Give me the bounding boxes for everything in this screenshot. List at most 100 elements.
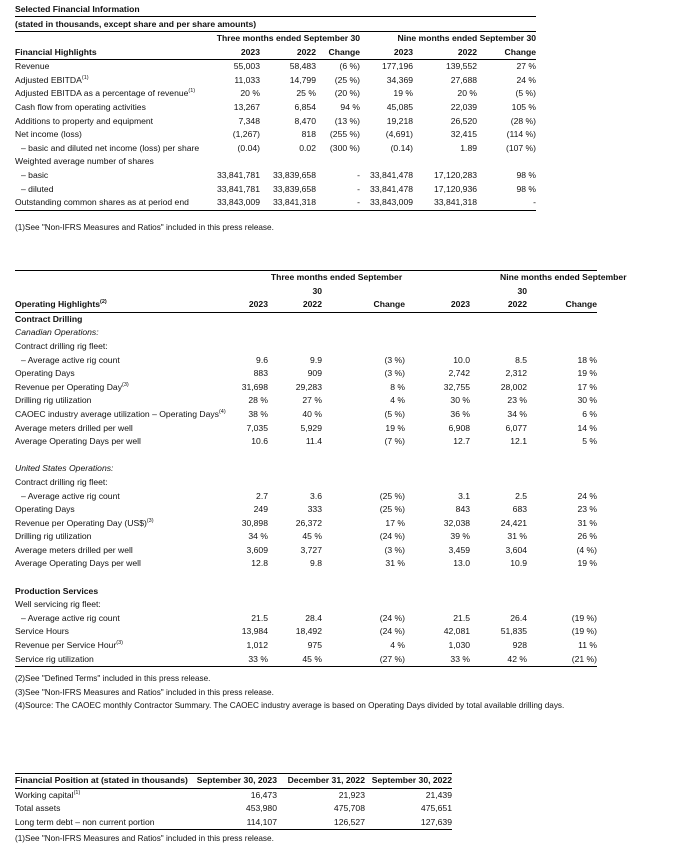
cell-value: 94 % xyxy=(340,101,361,112)
cell-value: 10.6 xyxy=(251,436,268,447)
table-row: Total assets 453,980 475,708 475,651 xyxy=(15,802,452,816)
cell-value: (24 %) xyxy=(379,612,406,623)
cell-value: (300 %) xyxy=(329,142,361,153)
row-label-text: Drilling rig utilization xyxy=(15,531,92,542)
cell-empty xyxy=(527,571,597,585)
cell-value: 12.7 xyxy=(453,436,471,447)
cell-value: (1,267) xyxy=(232,129,260,140)
row-label-text: Average meters drilled per well xyxy=(15,422,133,433)
table-row: Average meters drilled per well 7,035 5,92… xyxy=(15,422,597,436)
row-label-text: Adjusted EBITDA xyxy=(15,74,82,85)
cell-value: 17 % xyxy=(385,517,406,528)
table-row: – Average active rig count 9.6 9.9 (3 %) 10.… xyxy=(15,354,597,368)
cell-value: 10.0 xyxy=(453,354,471,365)
footnote-key: (2) xyxy=(15,674,26,684)
column-header-row: Financial Position at (stated in thousan… xyxy=(15,774,452,789)
row-label-text: Service Hours xyxy=(15,626,69,637)
row-label: Operating Days xyxy=(15,503,225,517)
cell-value: (3 %) xyxy=(384,544,406,555)
cell-value: 6,077 xyxy=(505,422,528,433)
row-label: Average meters drilled per well xyxy=(15,422,225,436)
table-row: – basic and diluted net income (loss) pe… xyxy=(15,142,536,156)
cell-value: (20 %) xyxy=(334,88,361,99)
table-row: Revenue per Service Hour(3) 1,012 975 4 % 1,… xyxy=(15,639,597,653)
column-header-label: September 30, 2022 xyxy=(371,775,452,785)
cell-empty xyxy=(322,571,405,585)
cell-value: 30,898 xyxy=(241,517,268,528)
column-header: December 31, 2022 xyxy=(277,774,365,788)
footnote-text: See "Non-IFRS Measures and Ratios" inclu… xyxy=(25,222,274,232)
column-header-label: 2022 xyxy=(507,299,528,310)
footnote-key: (1) xyxy=(15,222,26,232)
cell-value: 3,609 xyxy=(246,544,268,555)
cell-value: 45,085 xyxy=(386,101,414,112)
cell-empty xyxy=(405,476,470,490)
cell-value: 475,651 xyxy=(420,803,452,814)
column-header: Operating Highlights(2) xyxy=(15,298,225,312)
table-row: Long term debt – non current portion 114,… xyxy=(15,816,452,830)
financial-highlights-section: Selected Financial Information (stated i… xyxy=(15,3,537,234)
column-header: Financial Position at (stated in thousan… xyxy=(15,774,193,788)
footnote-key: (1) xyxy=(15,834,26,844)
cell-value: 28,002 xyxy=(500,381,528,392)
row-label: – Average active rig count xyxy=(15,490,225,504)
cell-value: 33,841,781 xyxy=(216,183,260,194)
column-header-label: 2023 xyxy=(450,299,471,310)
cell-value: 33,841,478 xyxy=(370,183,414,194)
cell-value: 31,698 xyxy=(241,381,268,392)
cell-value: 333 xyxy=(307,504,322,515)
table-row: Adjusted EBITDA(1) 11,033 14,799 (25 %) 34,3… xyxy=(15,74,536,88)
cell-empty xyxy=(527,312,597,326)
cell-value: 38 % xyxy=(248,408,268,419)
cell-empty xyxy=(527,476,597,490)
footnote-text: See "Defined Terms" included in this pre… xyxy=(25,674,211,684)
row-label-text: – Average active rig count xyxy=(21,490,120,501)
cell-empty xyxy=(322,476,405,490)
row-label-text: Revenue per Operating Day xyxy=(15,381,123,392)
cell-value: 30 % xyxy=(450,395,471,406)
table-row: Average Operating Days per well 12.8 9.8 31… xyxy=(15,557,597,571)
cell-value: 28 % xyxy=(248,395,268,406)
cell-value: 13.0 xyxy=(453,558,471,569)
cell-value: 4 % xyxy=(390,640,406,651)
section-title: Selected Financial Information xyxy=(15,3,536,17)
cell-empty xyxy=(527,585,597,599)
cell-value: 10.9 xyxy=(510,558,528,569)
cell-value: 21,439 xyxy=(425,789,452,800)
operating-highlights-section: Three months ended September Nine months… xyxy=(15,270,627,713)
footnote: (2)See "Defined Terms" included in this … xyxy=(15,672,597,686)
cell-value: 2,312 xyxy=(505,368,528,379)
cell-value: (24 %) xyxy=(379,626,406,637)
row-label-text: Production Services xyxy=(15,585,99,596)
cell-value: 14,799 xyxy=(289,74,316,85)
cell-value: (25 %) xyxy=(379,504,406,515)
footnote-marker: (1) xyxy=(188,88,196,95)
cell-value: 1.89 xyxy=(460,142,478,153)
cell-value: - xyxy=(357,197,361,208)
group-header-three-months: Three months ended September xyxy=(270,272,403,282)
financial-position-section: Financial Position at (stated in thousan… xyxy=(15,773,452,846)
cell-empty xyxy=(322,462,405,476)
cell-value: 28.4 xyxy=(305,612,322,623)
cell-value: 58,483 xyxy=(289,61,316,72)
row-label: – basic and diluted net income (loss) pe… xyxy=(15,142,215,156)
table-row: Operating Days 249 333 (25 %) 843 683 23 % xyxy=(15,503,597,517)
footnote-marker: (1) xyxy=(81,74,89,81)
cell-value: 114,107 xyxy=(246,816,277,827)
cell-value: 26,520 xyxy=(450,115,478,126)
row-label-text: – Average active rig count xyxy=(21,354,120,365)
cell-value: 6,908 xyxy=(448,422,471,433)
cell-value: 30 % xyxy=(577,395,598,406)
cell-value: 26 % xyxy=(577,531,598,542)
row-label: Net income (loss) xyxy=(15,128,215,142)
column-header: 2022 xyxy=(260,46,316,60)
cell-value xyxy=(360,155,413,169)
cell-value: 1,030 xyxy=(448,640,471,651)
cell-value: 683 xyxy=(512,504,528,515)
cell-empty xyxy=(405,449,470,463)
row-label: United States Operations: xyxy=(15,462,225,476)
table-row: Outstanding common shares as at period e… xyxy=(15,196,536,210)
row-label: Operating Days xyxy=(15,367,225,381)
row-label: Average Operating Days per well xyxy=(15,435,225,449)
table-row: Additions to property and equipment 7,348… xyxy=(15,115,536,129)
